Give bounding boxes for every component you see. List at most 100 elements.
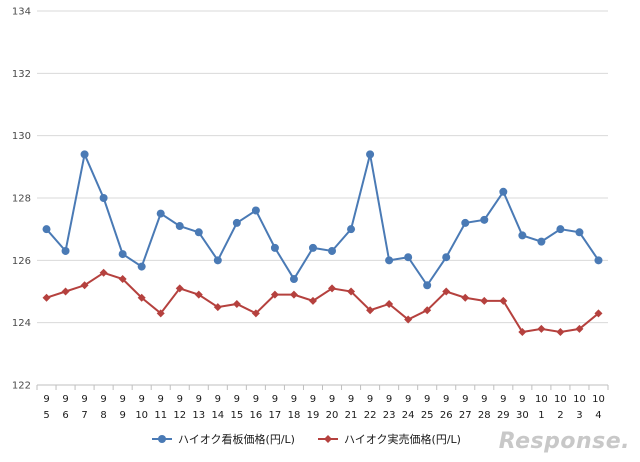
x-tick-label-day: 16	[250, 410, 263, 421]
x-tick-label-month: 9	[119, 394, 125, 405]
x-tick-label-day: 14	[211, 410, 224, 421]
series-2	[42, 268, 603, 337]
x-tick-label-day: 20	[326, 410, 339, 421]
x-tick-label-month: 9	[291, 394, 297, 405]
data-point	[308, 243, 317, 252]
x-tick-label-day: 19	[307, 410, 320, 421]
data-point	[137, 293, 146, 302]
data-point	[594, 256, 603, 265]
axes	[36, 384, 609, 390]
x-tick-label-month: 9	[519, 394, 525, 405]
x-tick-label-month: 9	[158, 394, 164, 405]
x-tick-label-day: 29	[497, 410, 510, 421]
data-point	[499, 296, 508, 305]
x-tick-label-day: 25	[421, 410, 434, 421]
legend-item-2: ハイオク実売価格(円/L)	[318, 432, 461, 446]
x-tick-label-month: 9	[100, 394, 106, 405]
y-tick-label: 134	[12, 7, 31, 18]
y-tick-label: 124	[12, 318, 31, 329]
x-tick-label-day: 2	[557, 410, 563, 421]
x-tick-label-day: 13	[192, 410, 205, 421]
data-point	[251, 206, 260, 215]
data-point	[194, 228, 203, 237]
data-point	[328, 284, 337, 293]
data-point	[156, 309, 165, 318]
x-tick-label-day: 4	[595, 410, 601, 421]
data-point	[537, 237, 546, 246]
x-tick-label-day: 8	[100, 410, 106, 421]
data-point	[175, 284, 184, 293]
x-tick-label-month: 9	[196, 394, 202, 405]
x-tick-label-day: 12	[173, 410, 186, 421]
data-point	[556, 225, 565, 234]
series	[42, 150, 603, 337]
x-tick-label-day: 3	[576, 410, 582, 421]
data-point	[232, 218, 241, 227]
x-tick-label-month: 9	[272, 394, 278, 405]
data-point	[499, 187, 508, 196]
x-tick-label-month: 10	[554, 394, 567, 405]
data-point	[194, 290, 203, 299]
x-tick-label-day: 22	[364, 410, 377, 421]
x-tick-label-day: 9	[119, 410, 125, 421]
data-point	[158, 435, 166, 443]
data-point	[366, 306, 375, 315]
x-tick-label-day: 26	[440, 410, 453, 421]
x-tick-label-month: 9	[424, 394, 430, 405]
data-point	[137, 262, 146, 271]
x-tick-label-day: 10	[135, 410, 148, 421]
data-point	[289, 290, 298, 299]
data-point	[461, 293, 470, 302]
data-point	[61, 246, 70, 255]
data-point	[175, 222, 184, 231]
data-point	[80, 281, 89, 290]
data-point	[385, 256, 394, 265]
data-point	[324, 435, 332, 443]
y-tick-label: 132	[12, 69, 31, 80]
y-tick-labels: 122 124 126 128 130 132 134	[12, 7, 31, 392]
data-point	[156, 209, 165, 218]
x-tick-label-day: 11	[154, 410, 167, 421]
data-point	[328, 246, 337, 255]
data-point	[232, 299, 241, 308]
x-tick-label-day: 1	[538, 410, 544, 421]
x-tick-label-day: 27	[459, 410, 472, 421]
x-tick-label-month: 9	[253, 394, 259, 405]
watermark-logo: Response.	[498, 429, 630, 454]
series-line	[45, 151, 600, 288]
data-point	[80, 150, 89, 159]
data-point	[385, 299, 394, 308]
data-point	[442, 253, 451, 262]
data-point	[480, 215, 489, 224]
data-point	[423, 306, 432, 315]
data-point	[213, 303, 222, 312]
x-tick-label-day: 6	[62, 410, 68, 421]
legend: ハイオク看板価格(円/L) ハイオク実売価格(円/L)	[152, 432, 461, 446]
x-tick-label-day: 15	[230, 410, 243, 421]
series-1	[42, 150, 603, 290]
y-tick-label: 130	[12, 131, 31, 142]
x-tick-label-month: 9	[443, 394, 449, 405]
data-point	[461, 218, 470, 227]
x-tick-label-month: 10	[535, 394, 548, 405]
data-point	[442, 287, 451, 296]
data-point	[99, 268, 108, 277]
data-point	[347, 287, 356, 296]
x-tick-label-month: 9	[329, 394, 335, 405]
y-tick-label: 122	[12, 381, 31, 392]
x-tick-label-month: 9	[81, 394, 87, 405]
x-tick-label-month: 9	[62, 394, 68, 405]
x-tick-label-month: 9	[386, 394, 392, 405]
x-tick-label-day: 21	[345, 410, 358, 421]
data-point	[99, 194, 108, 202]
x-tick-label-month: 9	[462, 394, 468, 405]
data-point	[423, 281, 432, 290]
x-tick-label-month: 9	[215, 394, 221, 405]
data-point	[556, 328, 565, 337]
legend-item-1: ハイオク看板価格(円/L)	[152, 432, 295, 446]
data-point	[404, 253, 413, 262]
data-point	[480, 296, 489, 305]
data-point	[251, 309, 260, 318]
data-point	[575, 324, 584, 333]
